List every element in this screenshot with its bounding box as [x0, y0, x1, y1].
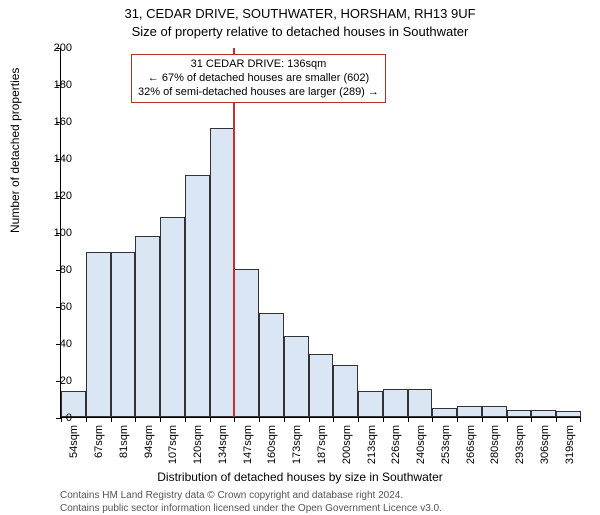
x-tick — [185, 417, 186, 422]
histogram-bar — [482, 406, 507, 417]
x-tick — [160, 417, 161, 422]
x-tick — [86, 417, 87, 422]
histogram-bar — [160, 217, 185, 417]
x-tick-label: 306sqm — [539, 425, 551, 464]
y-tick-label: 0 — [32, 412, 72, 424]
histogram-bar — [86, 252, 111, 417]
y-tick-label: 160 — [32, 116, 72, 128]
footer-attribution: Contains HM Land Registry data © Crown c… — [60, 490, 442, 515]
x-tick-label: 213sqm — [366, 425, 378, 464]
x-tick — [531, 417, 532, 422]
x-tick — [457, 417, 458, 422]
x-tick-label: 54sqm — [68, 425, 80, 458]
property-marker-line — [233, 48, 235, 417]
x-tick — [507, 417, 508, 422]
annotation-box: 31 CEDAR DRIVE: 136sqm← 67% of detached … — [131, 54, 386, 103]
x-tick-label: 107sqm — [167, 425, 179, 464]
x-tick-label: 187sqm — [316, 425, 328, 464]
x-tick-label: 94sqm — [143, 425, 155, 458]
histogram-bar — [383, 389, 408, 417]
x-tick-label: 67sqm — [93, 425, 105, 458]
x-tick — [111, 417, 112, 422]
x-tick — [135, 417, 136, 422]
x-tick-label: 266sqm — [465, 425, 477, 464]
y-tick-label: 120 — [32, 190, 72, 202]
annotation-line1: 31 CEDAR DRIVE: 136sqm — [138, 58, 379, 72]
x-tick — [432, 417, 433, 422]
x-tick — [580, 417, 581, 422]
x-tick-label: 120sqm — [192, 425, 204, 464]
histogram-bar — [556, 411, 581, 417]
x-tick-label: 134sqm — [217, 425, 229, 464]
histogram-bar — [531, 410, 556, 417]
histogram-bar — [135, 236, 160, 417]
histogram-bar — [333, 365, 358, 417]
annotation-line3: 32% of semi-detached houses are larger (… — [138, 86, 379, 100]
x-tick — [383, 417, 384, 422]
x-tick-label: 160sqm — [266, 425, 278, 464]
x-tick-label: 293sqm — [514, 425, 526, 464]
annotation-line2: ← 67% of detached houses are smaller (60… — [138, 72, 379, 86]
x-tick — [358, 417, 359, 422]
histogram-bar — [210, 128, 235, 417]
histogram-bar — [507, 410, 532, 417]
histogram-bar — [234, 269, 259, 417]
x-tick — [309, 417, 310, 422]
x-tick — [259, 417, 260, 422]
x-tick-label: 240sqm — [415, 425, 427, 464]
y-tick-label: 60 — [32, 301, 72, 313]
y-tick-label: 20 — [32, 375, 72, 387]
x-tick-label: 253sqm — [440, 425, 452, 464]
y-tick-label: 200 — [32, 42, 72, 54]
y-tick-label: 40 — [32, 338, 72, 350]
x-tick-label: 319sqm — [564, 425, 576, 464]
y-tick-label: 140 — [32, 153, 72, 165]
x-tick-label: 173sqm — [291, 425, 303, 464]
x-tick — [333, 417, 334, 422]
histogram-bar — [185, 175, 210, 417]
x-tick-label: 81sqm — [118, 425, 130, 458]
x-tick-label: 200sqm — [341, 425, 353, 464]
histogram-bar — [457, 406, 482, 417]
x-tick — [284, 417, 285, 422]
x-tick-label: 226sqm — [390, 425, 402, 464]
y-axis-label: Number of detached properties — [8, 68, 22, 233]
x-tick — [482, 417, 483, 422]
histogram-bar — [111, 252, 136, 417]
x-tick — [556, 417, 557, 422]
footer-line1: Contains HM Land Registry data © Crown c… — [60, 490, 442, 503]
x-tick — [234, 417, 235, 422]
x-tick — [408, 417, 409, 422]
histogram-bar — [284, 336, 309, 417]
chart-title-line1: 31, CEDAR DRIVE, SOUTHWATER, HORSHAM, RH… — [0, 6, 600, 21]
plot-area: 31 CEDAR DRIVE: 136sqm← 67% of detached … — [60, 48, 580, 418]
histogram-bar — [432, 408, 457, 417]
chart-title-line2: Size of property relative to detached ho… — [0, 24, 600, 39]
y-tick-label: 180 — [32, 79, 72, 91]
x-tick-label: 147sqm — [242, 425, 254, 464]
y-tick-label: 80 — [32, 264, 72, 276]
x-tick-label: 280sqm — [489, 425, 501, 464]
histogram-bar — [259, 313, 284, 417]
x-tick — [210, 417, 211, 422]
chart-root: 31, CEDAR DRIVE, SOUTHWATER, HORSHAM, RH… — [0, 0, 600, 500]
y-tick-label: 100 — [32, 227, 72, 239]
footer-line2: Contains public sector information licen… — [60, 503, 442, 515]
x-axis-label: Distribution of detached houses by size … — [0, 470, 600, 484]
histogram-bar — [408, 389, 433, 417]
histogram-bar — [309, 354, 334, 417]
histogram-bar — [358, 391, 383, 417]
